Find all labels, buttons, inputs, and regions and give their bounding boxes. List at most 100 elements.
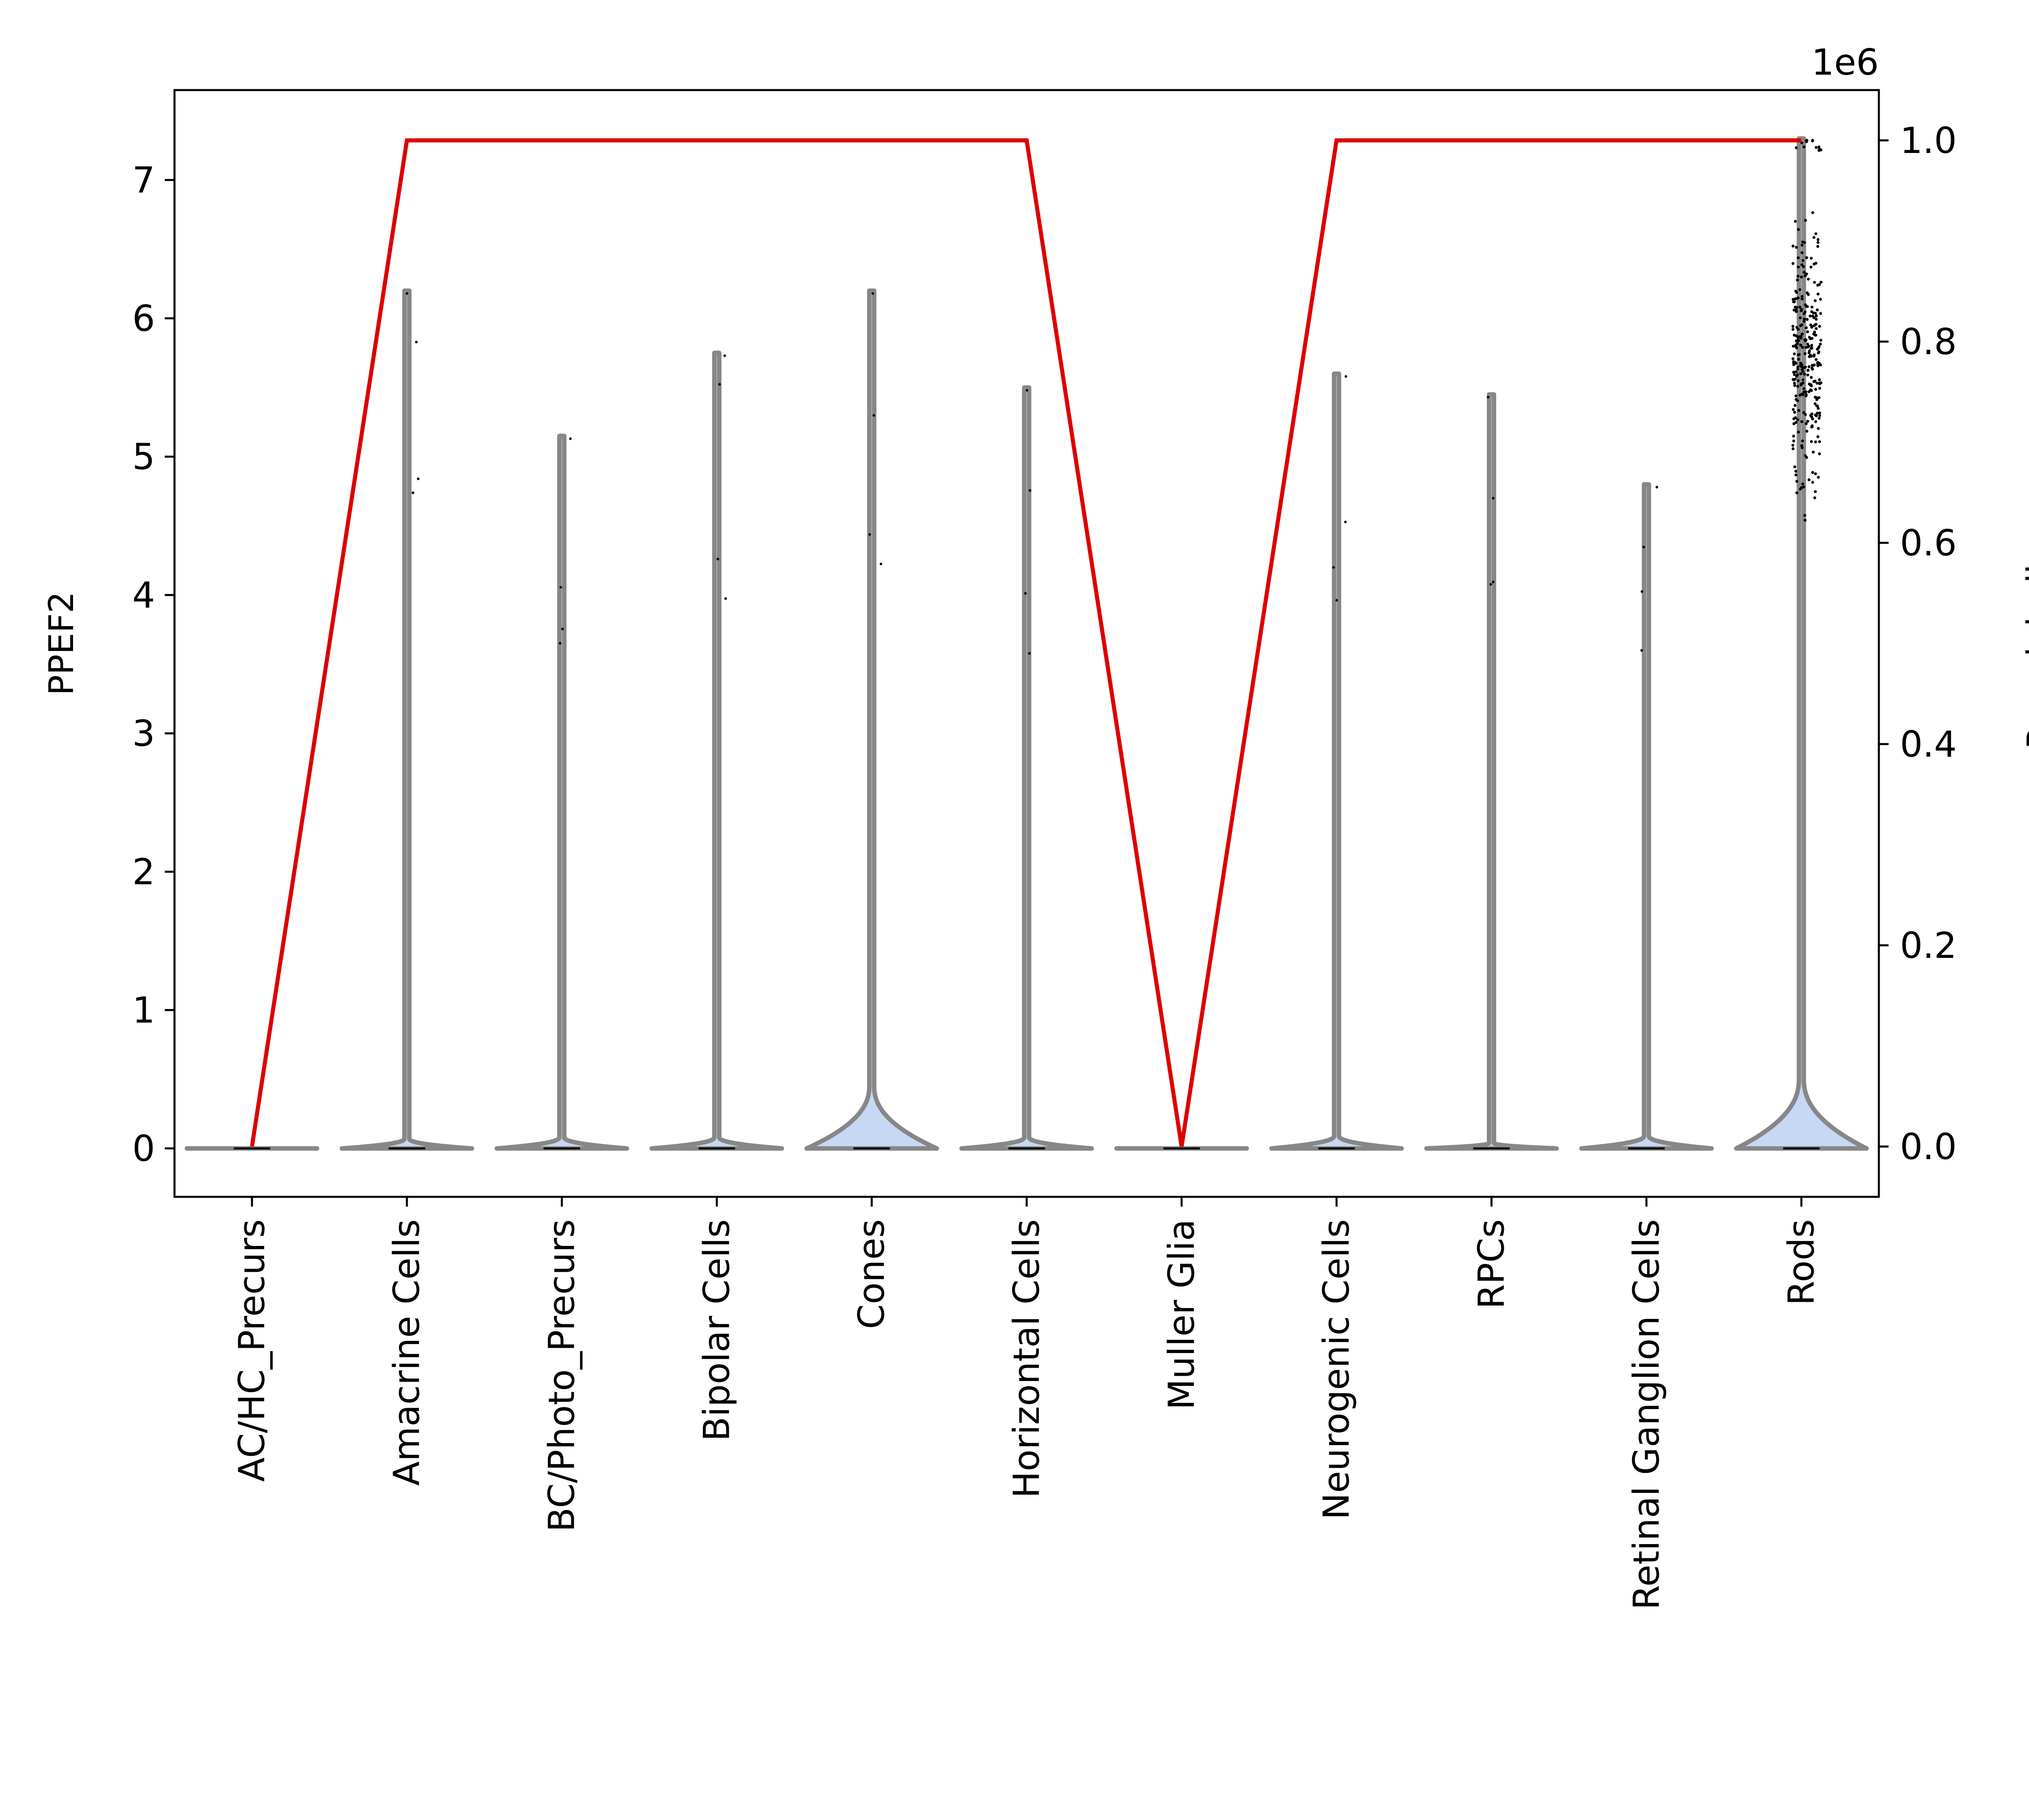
- data-point: [1808, 349, 1811, 353]
- pseudobulk-line: [250, 138, 1802, 1147]
- data-point: [1793, 373, 1796, 376]
- data-point: [1798, 335, 1801, 338]
- data-point: [1804, 413, 1807, 416]
- data-point: [1809, 376, 1813, 379]
- violin-body: [1424, 392, 1559, 1151]
- data-point: [1809, 347, 1813, 350]
- data-point: [1804, 303, 1807, 306]
- x-tick-label: Cones: [851, 1219, 892, 1329]
- data-point: [1795, 310, 1798, 313]
- data-point: [1791, 328, 1794, 331]
- data-point: [1803, 312, 1806, 315]
- data-point: [1809, 383, 1813, 386]
- data-point: [1805, 139, 1808, 142]
- data-point: [1492, 581, 1495, 583]
- data-point: [1791, 262, 1794, 265]
- data-point: [1800, 420, 1803, 423]
- data-point: [1814, 358, 1818, 361]
- data-point: [1811, 139, 1814, 142]
- data-point: [1799, 316, 1802, 320]
- data-point: [1794, 220, 1797, 223]
- data-point: [1808, 336, 1811, 339]
- y2-tick-label: 0.6: [1900, 522, 1957, 564]
- data-point: [1792, 378, 1795, 381]
- data-point: [1815, 414, 1818, 417]
- data-point: [1799, 372, 1803, 375]
- violin: [1424, 392, 1559, 1151]
- y2-tick-label: 0.4: [1900, 723, 1957, 765]
- y2-tick-label: 0.0: [1900, 1126, 1957, 1168]
- x-tick-label: Neurogenic Cells: [1316, 1219, 1357, 1520]
- data-point: [1809, 314, 1812, 318]
- data-point: [1817, 427, 1820, 430]
- data-point: [1811, 425, 1814, 428]
- violin: [339, 288, 474, 1151]
- data-point: [1810, 310, 1813, 313]
- data-point: [559, 586, 562, 589]
- y-tick-label: 6: [132, 298, 155, 340]
- data-point: [1814, 146, 1818, 149]
- data-point: [1801, 297, 1804, 301]
- data-point: [716, 557, 719, 561]
- data-point: [1805, 422, 1808, 425]
- data-point: [1801, 366, 1805, 370]
- data-point: [1817, 351, 1820, 355]
- x-tick-label: Rods: [1780, 1219, 1822, 1306]
- data-point: [1335, 599, 1338, 602]
- data-point: [1803, 320, 1806, 323]
- data-point: [1791, 443, 1794, 447]
- data-point: [405, 292, 409, 295]
- y2-tick-label: 0.8: [1900, 321, 1957, 363]
- data-point: [1818, 382, 1821, 385]
- data-point: [1801, 332, 1804, 336]
- data-point: [1028, 652, 1031, 655]
- data-point: [1819, 342, 1822, 346]
- data-point: [1818, 387, 1821, 390]
- data-point: [1792, 333, 1796, 337]
- data-point: [1812, 316, 1816, 319]
- data-point: [1819, 312, 1822, 315]
- data-point: [1813, 281, 1816, 284]
- data-point: [1810, 440, 1813, 443]
- data-point: [1811, 481, 1814, 484]
- violin: [959, 385, 1094, 1151]
- data-point: [879, 562, 883, 566]
- data-point: [1799, 394, 1802, 397]
- violin: [804, 288, 939, 1151]
- y-tick-label: 3: [132, 713, 155, 755]
- data-point: [1814, 472, 1817, 475]
- data-point: [1806, 330, 1809, 333]
- data-point: [1810, 305, 1814, 309]
- data-point: [1803, 518, 1807, 522]
- y-tick-label: 7: [132, 159, 155, 201]
- data-point: [1796, 385, 1799, 388]
- x-tick-label: Retinal Ganglion Cells: [1625, 1219, 1667, 1610]
- data-point: [1795, 480, 1799, 483]
- data-point: [561, 628, 564, 630]
- data-point: [1796, 379, 1800, 383]
- data-point: [1816, 308, 1819, 312]
- data-point: [1794, 394, 1798, 398]
- violin-points: [559, 437, 572, 645]
- y2-tick-label: 1.0: [1900, 120, 1957, 161]
- y-tick-label: 2: [132, 851, 155, 893]
- data-point: [1801, 378, 1805, 381]
- data-point: [1799, 344, 1802, 347]
- violin-body: [339, 288, 474, 1151]
- data-point: [1814, 396, 1817, 399]
- violin-body: [494, 434, 629, 1151]
- data-point: [569, 437, 572, 440]
- violin: [1579, 482, 1714, 1151]
- data-point: [1802, 265, 1805, 268]
- data-point: [1817, 475, 1820, 479]
- violin: [649, 351, 784, 1151]
- data-point: [1793, 404, 1797, 407]
- data-point: [1806, 369, 1810, 372]
- data-point: [1792, 363, 1795, 366]
- data-point: [1811, 368, 1814, 371]
- data-point: [1793, 381, 1796, 385]
- data-point: [1792, 298, 1795, 301]
- data-point: [1794, 370, 1798, 373]
- data-point: [1804, 390, 1807, 394]
- data-point: [1813, 496, 1816, 499]
